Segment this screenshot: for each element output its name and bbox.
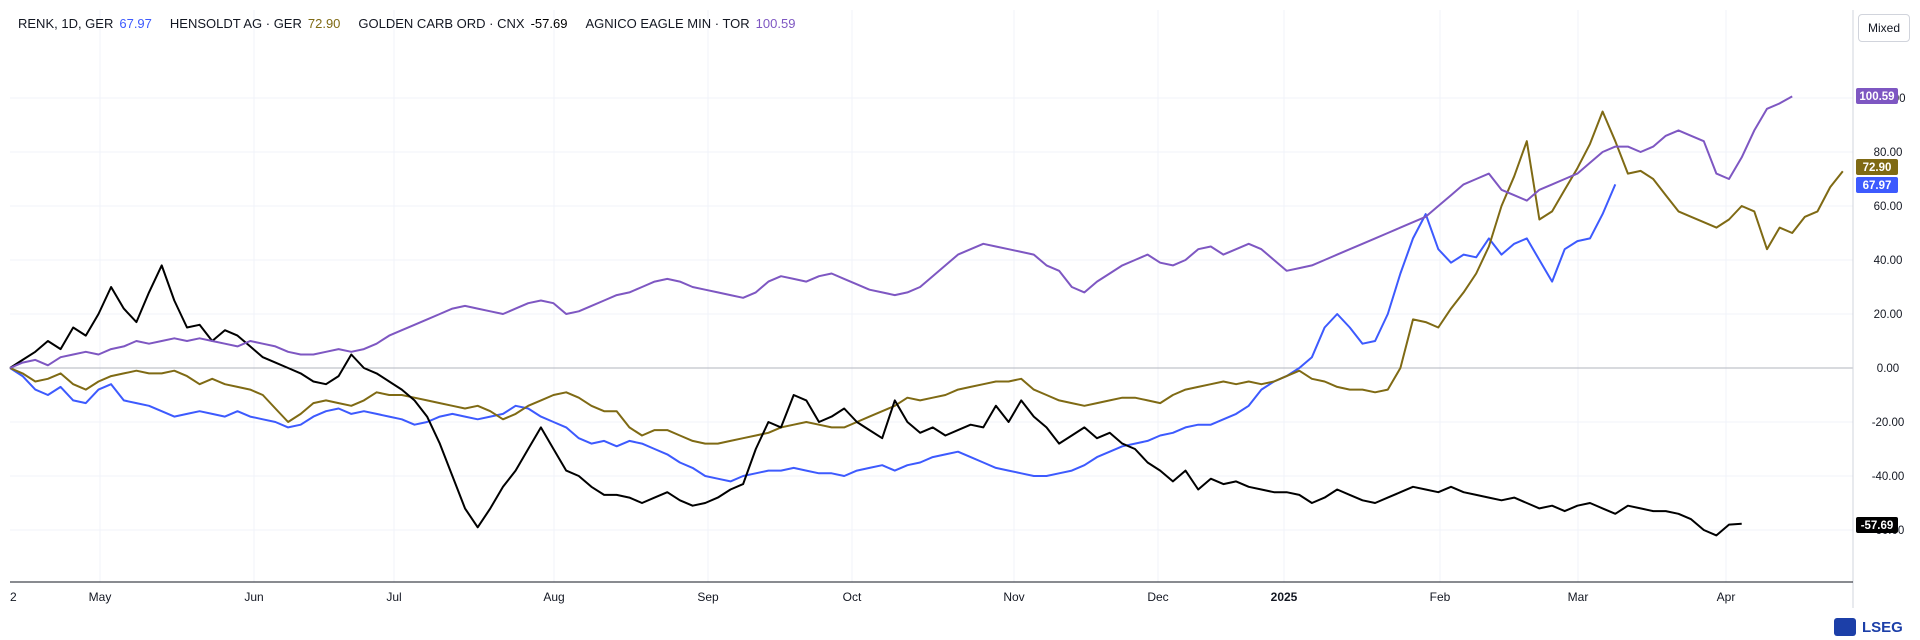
x-tick-label: Jul: [386, 590, 401, 604]
time-axis: 2 May Jun Jul Aug Sep Oct Nov Dec 2025 Feb Mar Apr: [10, 590, 1735, 604]
x-tick-label: 2: [10, 590, 17, 604]
x-tick-label: Jun: [244, 590, 263, 604]
legend-hensoldt-value: 72.90: [307, 16, 341, 31]
x-tick-label: Dec: [1147, 590, 1168, 604]
x-tick-label: Mar: [1568, 590, 1589, 604]
lseg-logo-icon: [1834, 618, 1856, 636]
last-value-text: 67.97: [1863, 180, 1892, 192]
y-tick-label: 80.00: [1874, 147, 1903, 159]
y-tick-label: -20.00: [1872, 417, 1905, 429]
legend-item-golden-carb[interactable]: GOLDEN CARB ORD · CNX -57.69: [358, 16, 567, 31]
legend-golden-carb-name: GOLDEN CARB ORD · CNX: [358, 16, 525, 31]
series-line-3: [9, 95, 1793, 369]
legend-agnico-name: AGNICO EAGLE MIN · TOR: [585, 16, 750, 31]
legend-agnico-value: 100.59: [755, 16, 796, 31]
x-tick-label: Nov: [1003, 590, 1024, 604]
x-tick-label: 2025: [1271, 590, 1298, 604]
legend-golden-carb-value: -57.69: [530, 16, 568, 31]
legend-renk-value: 67.97: [119, 16, 152, 31]
x-tick-label: Oct: [843, 590, 862, 604]
legend-item-hensoldt[interactable]: HENSOLDT AG · GER 72.90: [170, 16, 341, 31]
x-tick-label: Sep: [697, 590, 719, 604]
legend-renk-name: RENK, 1D, GER: [18, 16, 114, 31]
last-value-text: -57.69: [1861, 520, 1894, 532]
last-value-badge: [1856, 517, 1898, 533]
legend-item-agnico[interactable]: AGNICO EAGLE MIN · TOR 100.59: [585, 16, 795, 31]
y-tick-label: 40.00: [1874, 255, 1903, 267]
brand-text: LSEG: [1862, 618, 1903, 636]
x-tick-label: Aug: [543, 590, 564, 604]
legend: RENK, 1D, GER 67.97 HENSOLDT AG · GER 72…: [18, 16, 795, 31]
legend-item-renk[interactable]: RENK, 1D, GER 67.97: [18, 16, 152, 31]
last-value-badge: [1856, 159, 1898, 175]
series-line-1: [9, 110, 1844, 445]
x-tick-label: Feb: [1430, 590, 1451, 604]
legend-hensoldt-name: HENSOLDT AG · GER: [169, 16, 302, 31]
chart-grid: [10, 10, 1853, 582]
y-tick-label: 60.00: [1874, 201, 1903, 213]
x-tick-label: Apr: [1717, 590, 1736, 604]
series-line-2: [9, 264, 1742, 537]
scale-mode-button[interactable]: Mixed: [1858, 14, 1910, 42]
last-value-text: 100.59: [1859, 91, 1894, 103]
x-tick-label: May: [89, 590, 112, 604]
y-tick-label: -40.00: [1872, 471, 1905, 483]
series-line-0: [9, 184, 1617, 483]
series-layer: [9, 95, 1844, 537]
last-value-badge: [1856, 88, 1898, 104]
last-value-badge: [1856, 177, 1898, 193]
last-value-labels: 67.97 72.90 -57.69 100.59: [1856, 88, 1898, 533]
y-tick-label: 20.00: [1874, 309, 1903, 321]
brand-logo: LSEG: [1834, 618, 1903, 636]
last-value-text: 72.90: [1863, 162, 1892, 174]
y-tick-label: 0.00: [1877, 363, 1899, 375]
